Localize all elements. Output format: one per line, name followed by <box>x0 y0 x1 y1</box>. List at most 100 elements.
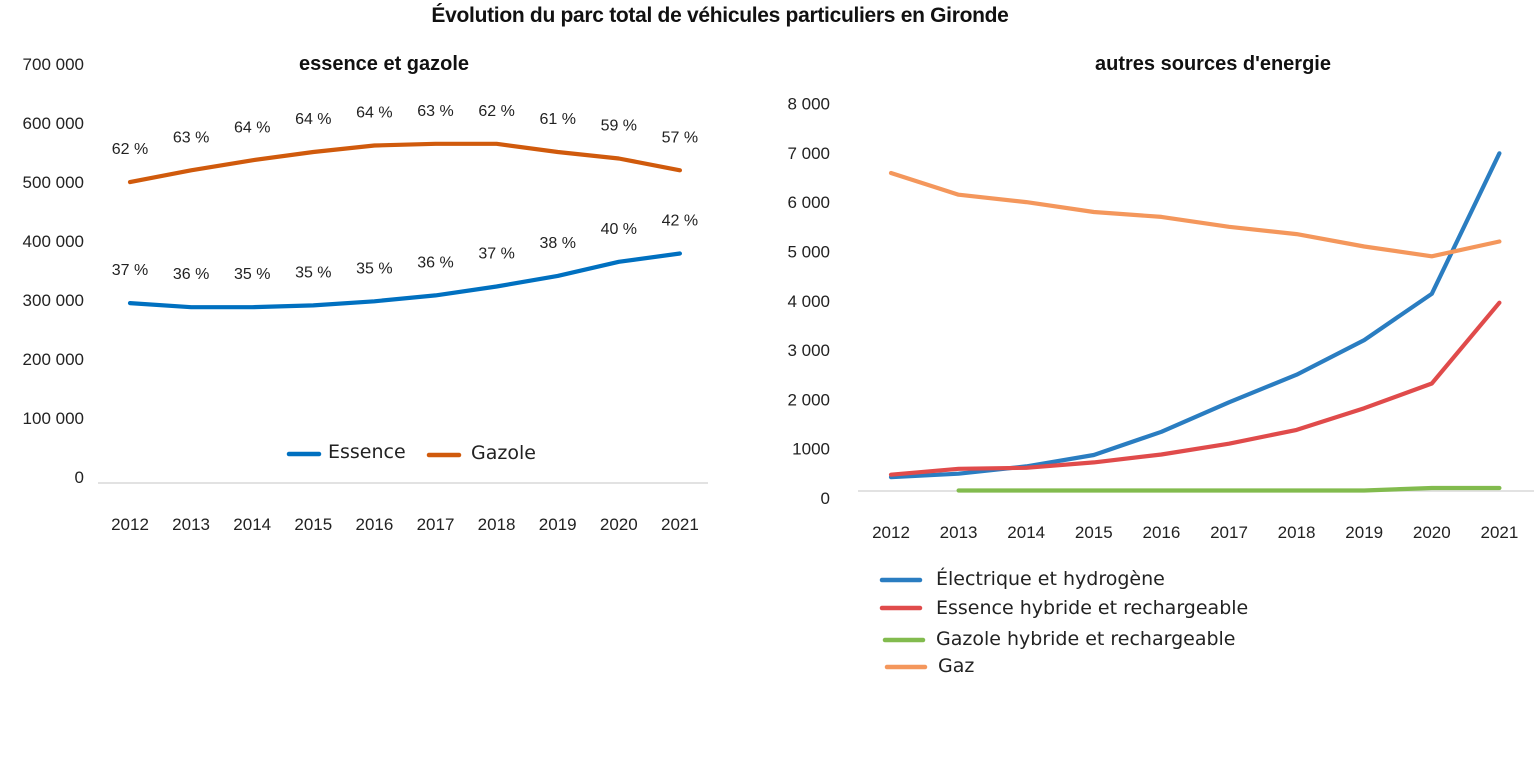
x-tick-label: 2019 <box>1345 523 1383 542</box>
data-point-electrique-et-hydrogene <box>1430 292 1434 296</box>
x-tick-label: 2013 <box>172 515 210 534</box>
y-tick-label: 300 000 <box>23 291 84 310</box>
x-tick-label: 2014 <box>233 515 271 534</box>
data-point-essence-hybride-et-rechargeable <box>1295 428 1299 432</box>
data-label-essence: 36 % <box>173 266 209 283</box>
right-legend: Électrique et hydrogène Essence hybride … <box>879 567 1248 677</box>
data-point-gaz <box>1295 232 1299 236</box>
y-tick-label: 500 000 <box>23 173 84 192</box>
data-point-gaz <box>1497 240 1501 244</box>
data-point-essence-hybride-et-rechargeable <box>1159 453 1163 457</box>
data-point-gaz <box>889 171 893 175</box>
data-point-essence-hybride-et-rechargeable <box>889 473 893 477</box>
data-point-electrique-et-hydrogene <box>957 472 961 476</box>
y-tick-label: 400 000 <box>23 232 84 251</box>
data-point-essence-hybride-et-rechargeable <box>1497 301 1501 305</box>
data-point-gaz <box>957 193 961 197</box>
data-point-gazole-hybride-et-rechargeable <box>1295 489 1299 493</box>
data-point-essence <box>556 274 560 278</box>
data-label-essence: 38 % <box>539 235 575 252</box>
data-point-gazole-hybride-et-rechargeable <box>1362 489 1366 493</box>
right-chart-title: autres sources d'energie <box>1095 53 1331 75</box>
x-tick-label: 2017 <box>1210 523 1248 542</box>
x-tick-label: 2017 <box>417 515 455 534</box>
left-series-group <box>127 141 682 310</box>
data-point-electrique-et-hydrogene <box>1362 338 1366 342</box>
x-tick-label: 2018 <box>1278 523 1316 542</box>
right-series-group <box>888 151 1502 493</box>
data-point-essence-hybride-et-rechargeable <box>1362 406 1366 410</box>
data-point-gazole <box>434 142 438 146</box>
data-point-essence <box>189 305 193 309</box>
y-tick-label: 7 000 <box>787 144 830 163</box>
data-label-gazole: 64 % <box>234 119 270 136</box>
data-point-gazole <box>189 168 193 172</box>
left-chart-title: essence et gazole <box>299 53 469 75</box>
data-label-essence: 37 % <box>478 246 514 263</box>
x-tick-label: 2014 <box>1007 523 1045 542</box>
data-point-gaz <box>1227 225 1231 229</box>
data-label-essence: 42 % <box>662 212 698 229</box>
y-tick-label: 0 <box>75 468 84 487</box>
data-point-essence <box>434 293 438 297</box>
data-point-gazole <box>372 144 376 148</box>
data-point-essence <box>311 303 315 307</box>
data-point-gazole <box>250 158 254 162</box>
right-x-axis: 2012 2013 2014 2015 2016 2017 2018 2019 2020 2021 <box>872 523 1518 542</box>
data-label-gazole: 59 % <box>601 118 637 135</box>
x-tick-label: 2012 <box>111 515 149 534</box>
data-point-electrique-et-hydrogene <box>1497 151 1501 155</box>
legend-label-essence: Essence <box>328 441 406 463</box>
data-point-essence <box>250 305 254 309</box>
series-line-gazole-hybride-et-rechargeable <box>956 485 1502 493</box>
data-label-gazole: 62 % <box>112 141 148 158</box>
data-label-gazole: 64 % <box>356 105 392 122</box>
data-point-electrique-et-hydrogene <box>1227 400 1231 404</box>
data-label-gazole: 57 % <box>662 129 698 146</box>
y-tick-label: 200 000 <box>23 350 84 369</box>
data-point-gazole-hybride-et-rechargeable <box>1159 489 1163 493</box>
data-point-gazole <box>556 150 560 154</box>
data-point-essence <box>372 299 376 303</box>
data-point-gazole-hybride-et-rechargeable <box>1092 489 1096 493</box>
x-tick-label: 2015 <box>294 515 332 534</box>
series-line-electrique-et-hydrogene <box>888 151 1502 480</box>
chart-essence-gazole: essence et gazole 0 100 000 200 000 300 000… <box>23 53 708 534</box>
data-label-essence: 35 % <box>295 264 331 281</box>
data-point-gaz <box>1362 244 1366 248</box>
data-point-essence-hybride-et-rechargeable <box>1092 460 1096 464</box>
data-point-gazole <box>617 157 621 161</box>
data-label-essence: 35 % <box>234 266 270 283</box>
main-title: Évolution du parc total de véhicules par… <box>431 4 1009 27</box>
data-point-essence <box>128 301 132 305</box>
legend-label-gazole: Gazole <box>471 442 536 464</box>
data-point-essence-hybride-et-rechargeable <box>957 467 961 471</box>
data-point-gaz <box>1159 215 1163 219</box>
y-tick-label: 6 000 <box>787 193 830 212</box>
x-tick-label: 2021 <box>1480 523 1518 542</box>
data-label-essence: 37 % <box>112 262 148 279</box>
left-y-axis: 0 100 000 200 000 300 000 400 000 500 000 600 … <box>23 55 84 487</box>
data-label-gazole: 64 % <box>295 111 331 128</box>
series-line-essence-hybride-et-rechargeable <box>888 300 1502 477</box>
x-tick-label: 2021 <box>661 515 699 534</box>
data-label-gazole: 63 % <box>173 129 209 146</box>
y-tick-label: 5 000 <box>787 243 830 262</box>
data-point-essence-hybride-et-rechargeable <box>1430 382 1434 386</box>
y-tick-label: 600 000 <box>23 114 84 133</box>
series-line-essence <box>127 251 682 310</box>
legend-label-electrique: Électrique et hydrogène <box>936 567 1165 590</box>
data-point-gazole-hybride-et-rechargeable <box>1430 486 1434 490</box>
left-x-axis: 2012 2013 2014 2015 2016 2017 2018 2019 2020 2021 <box>111 515 699 534</box>
data-label-gazole: 61 % <box>539 111 575 128</box>
data-point-gazole-hybride-et-rechargeable <box>957 489 961 493</box>
series-line-gazole <box>127 141 682 185</box>
data-point-gazole <box>678 168 682 172</box>
data-point-electrique-et-hydrogene <box>1159 430 1163 434</box>
x-tick-label: 2012 <box>872 523 910 542</box>
data-point-gaz <box>1430 254 1434 258</box>
y-tick-label: 8 000 <box>787 95 830 114</box>
chart-autres-sources: autres sources d'energie 0 1000 2 000 3 000… <box>787 53 1534 677</box>
data-point-gaz <box>1024 200 1028 204</box>
